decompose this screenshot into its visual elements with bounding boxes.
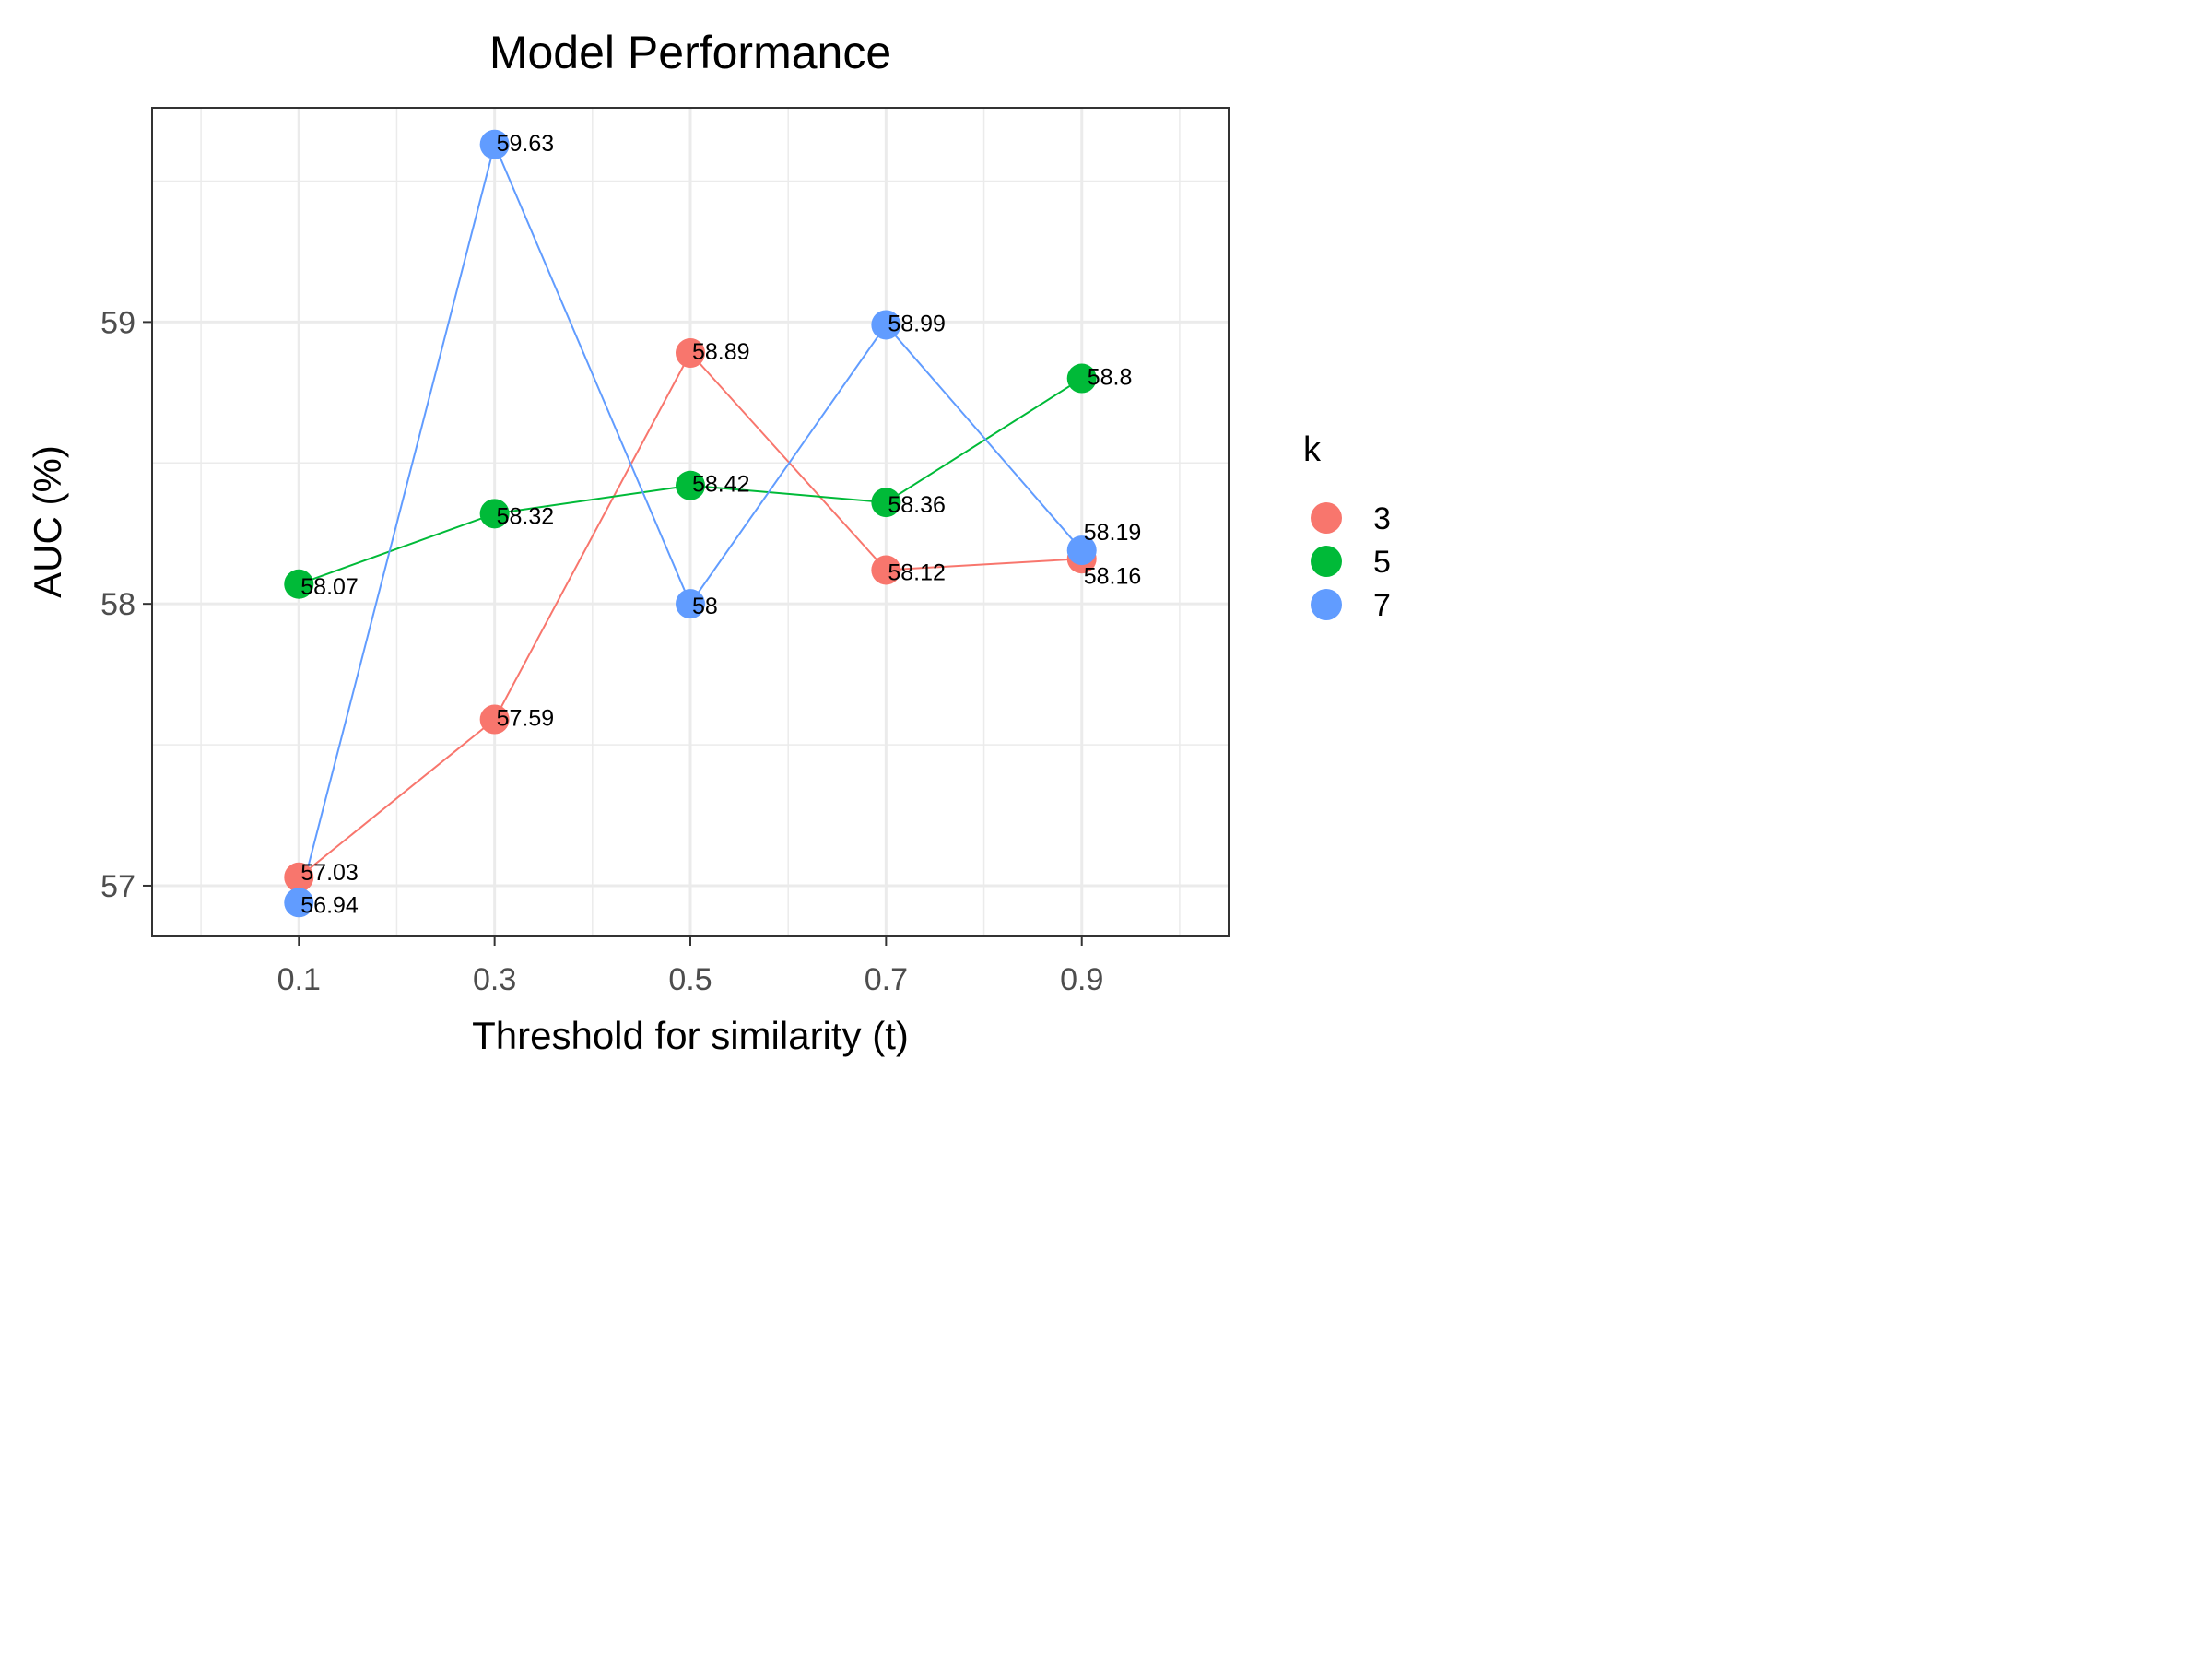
data-label-k7: 58 bbox=[692, 594, 718, 619]
x-tick-label: 0.7 bbox=[865, 962, 908, 997]
y-tick-label: 59 bbox=[100, 305, 135, 340]
legend-label-k7: 7 bbox=[1373, 588, 1391, 623]
legend-label-k5: 5 bbox=[1373, 545, 1391, 580]
data-label-k3: 58.12 bbox=[888, 559, 946, 585]
x-tick-label: 0.1 bbox=[277, 962, 321, 997]
data-labels: 57.03 57.59 58.89 58.12 58.16 58.07 58.32 58.42… bbox=[300, 131, 1141, 919]
data-point-k3 bbox=[479, 704, 510, 735]
chart-background bbox=[0, 0, 1430, 1073]
data-label-k7: 56.94 bbox=[300, 892, 359, 918]
x-tick-label: 0.5 bbox=[668, 962, 712, 997]
axes: 0.1 0.3 0.5 0.7 0.9 57 58 59 bbox=[100, 305, 1103, 997]
data-label-k7: 58.99 bbox=[888, 311, 946, 336]
data-point-k5 bbox=[284, 569, 314, 599]
x-tick-label: 0.9 bbox=[1060, 962, 1103, 997]
data-label-k5: 58.32 bbox=[497, 503, 555, 529]
legend: k 3 5 7 bbox=[1303, 430, 1391, 623]
y-axis-title: AUC (%) bbox=[26, 445, 69, 598]
data-label-k3: 58.16 bbox=[1084, 563, 1142, 589]
data-label-k5: 58.07 bbox=[300, 574, 359, 600]
data-point-k7 bbox=[479, 129, 510, 159]
data-label-k5: 58.8 bbox=[1088, 365, 1133, 391]
line-chart: Model Performance 57.03 57.59 58.89 58.12 58… bbox=[0, 0, 1430, 1073]
data-point-k5 bbox=[1066, 363, 1097, 394]
data-label-k5: 58.36 bbox=[888, 492, 946, 518]
y-tick-label: 57 bbox=[100, 869, 135, 904]
data-point-k7 bbox=[1066, 535, 1097, 566]
series-points bbox=[284, 129, 1097, 918]
legend-title: k bbox=[1303, 430, 1322, 469]
legend-key-k3 bbox=[1311, 502, 1342, 534]
data-label-k3: 57.03 bbox=[300, 860, 359, 886]
data-point-k5 bbox=[479, 499, 510, 529]
data-point-k7 bbox=[871, 310, 901, 340]
data-point-k3 bbox=[284, 862, 314, 892]
data-point-k3 bbox=[871, 555, 901, 585]
chart-title: Model Performance bbox=[489, 27, 891, 78]
grid-lines bbox=[152, 108, 1229, 936]
y-tick-label: 58 bbox=[100, 587, 135, 622]
data-label-k7: 58.19 bbox=[1084, 520, 1142, 546]
x-axis-title: Threshold for similarity (t) bbox=[472, 1014, 909, 1057]
data-label-k3: 58.89 bbox=[692, 339, 750, 365]
data-label-k5: 58.42 bbox=[692, 472, 750, 498]
data-point-k3 bbox=[676, 338, 705, 369]
legend-key-k5 bbox=[1311, 546, 1342, 577]
data-point-k5 bbox=[871, 488, 901, 518]
data-point-k7 bbox=[284, 888, 314, 918]
data-point-k7 bbox=[676, 589, 705, 619]
data-label-k3: 57.59 bbox=[497, 706, 555, 732]
x-tick-label: 0.3 bbox=[473, 962, 516, 997]
data-label-k7: 59.63 bbox=[497, 131, 555, 157]
legend-key-k7 bbox=[1311, 589, 1342, 620]
data-point-k5 bbox=[676, 470, 705, 500]
legend-label-k3: 3 bbox=[1373, 501, 1391, 536]
